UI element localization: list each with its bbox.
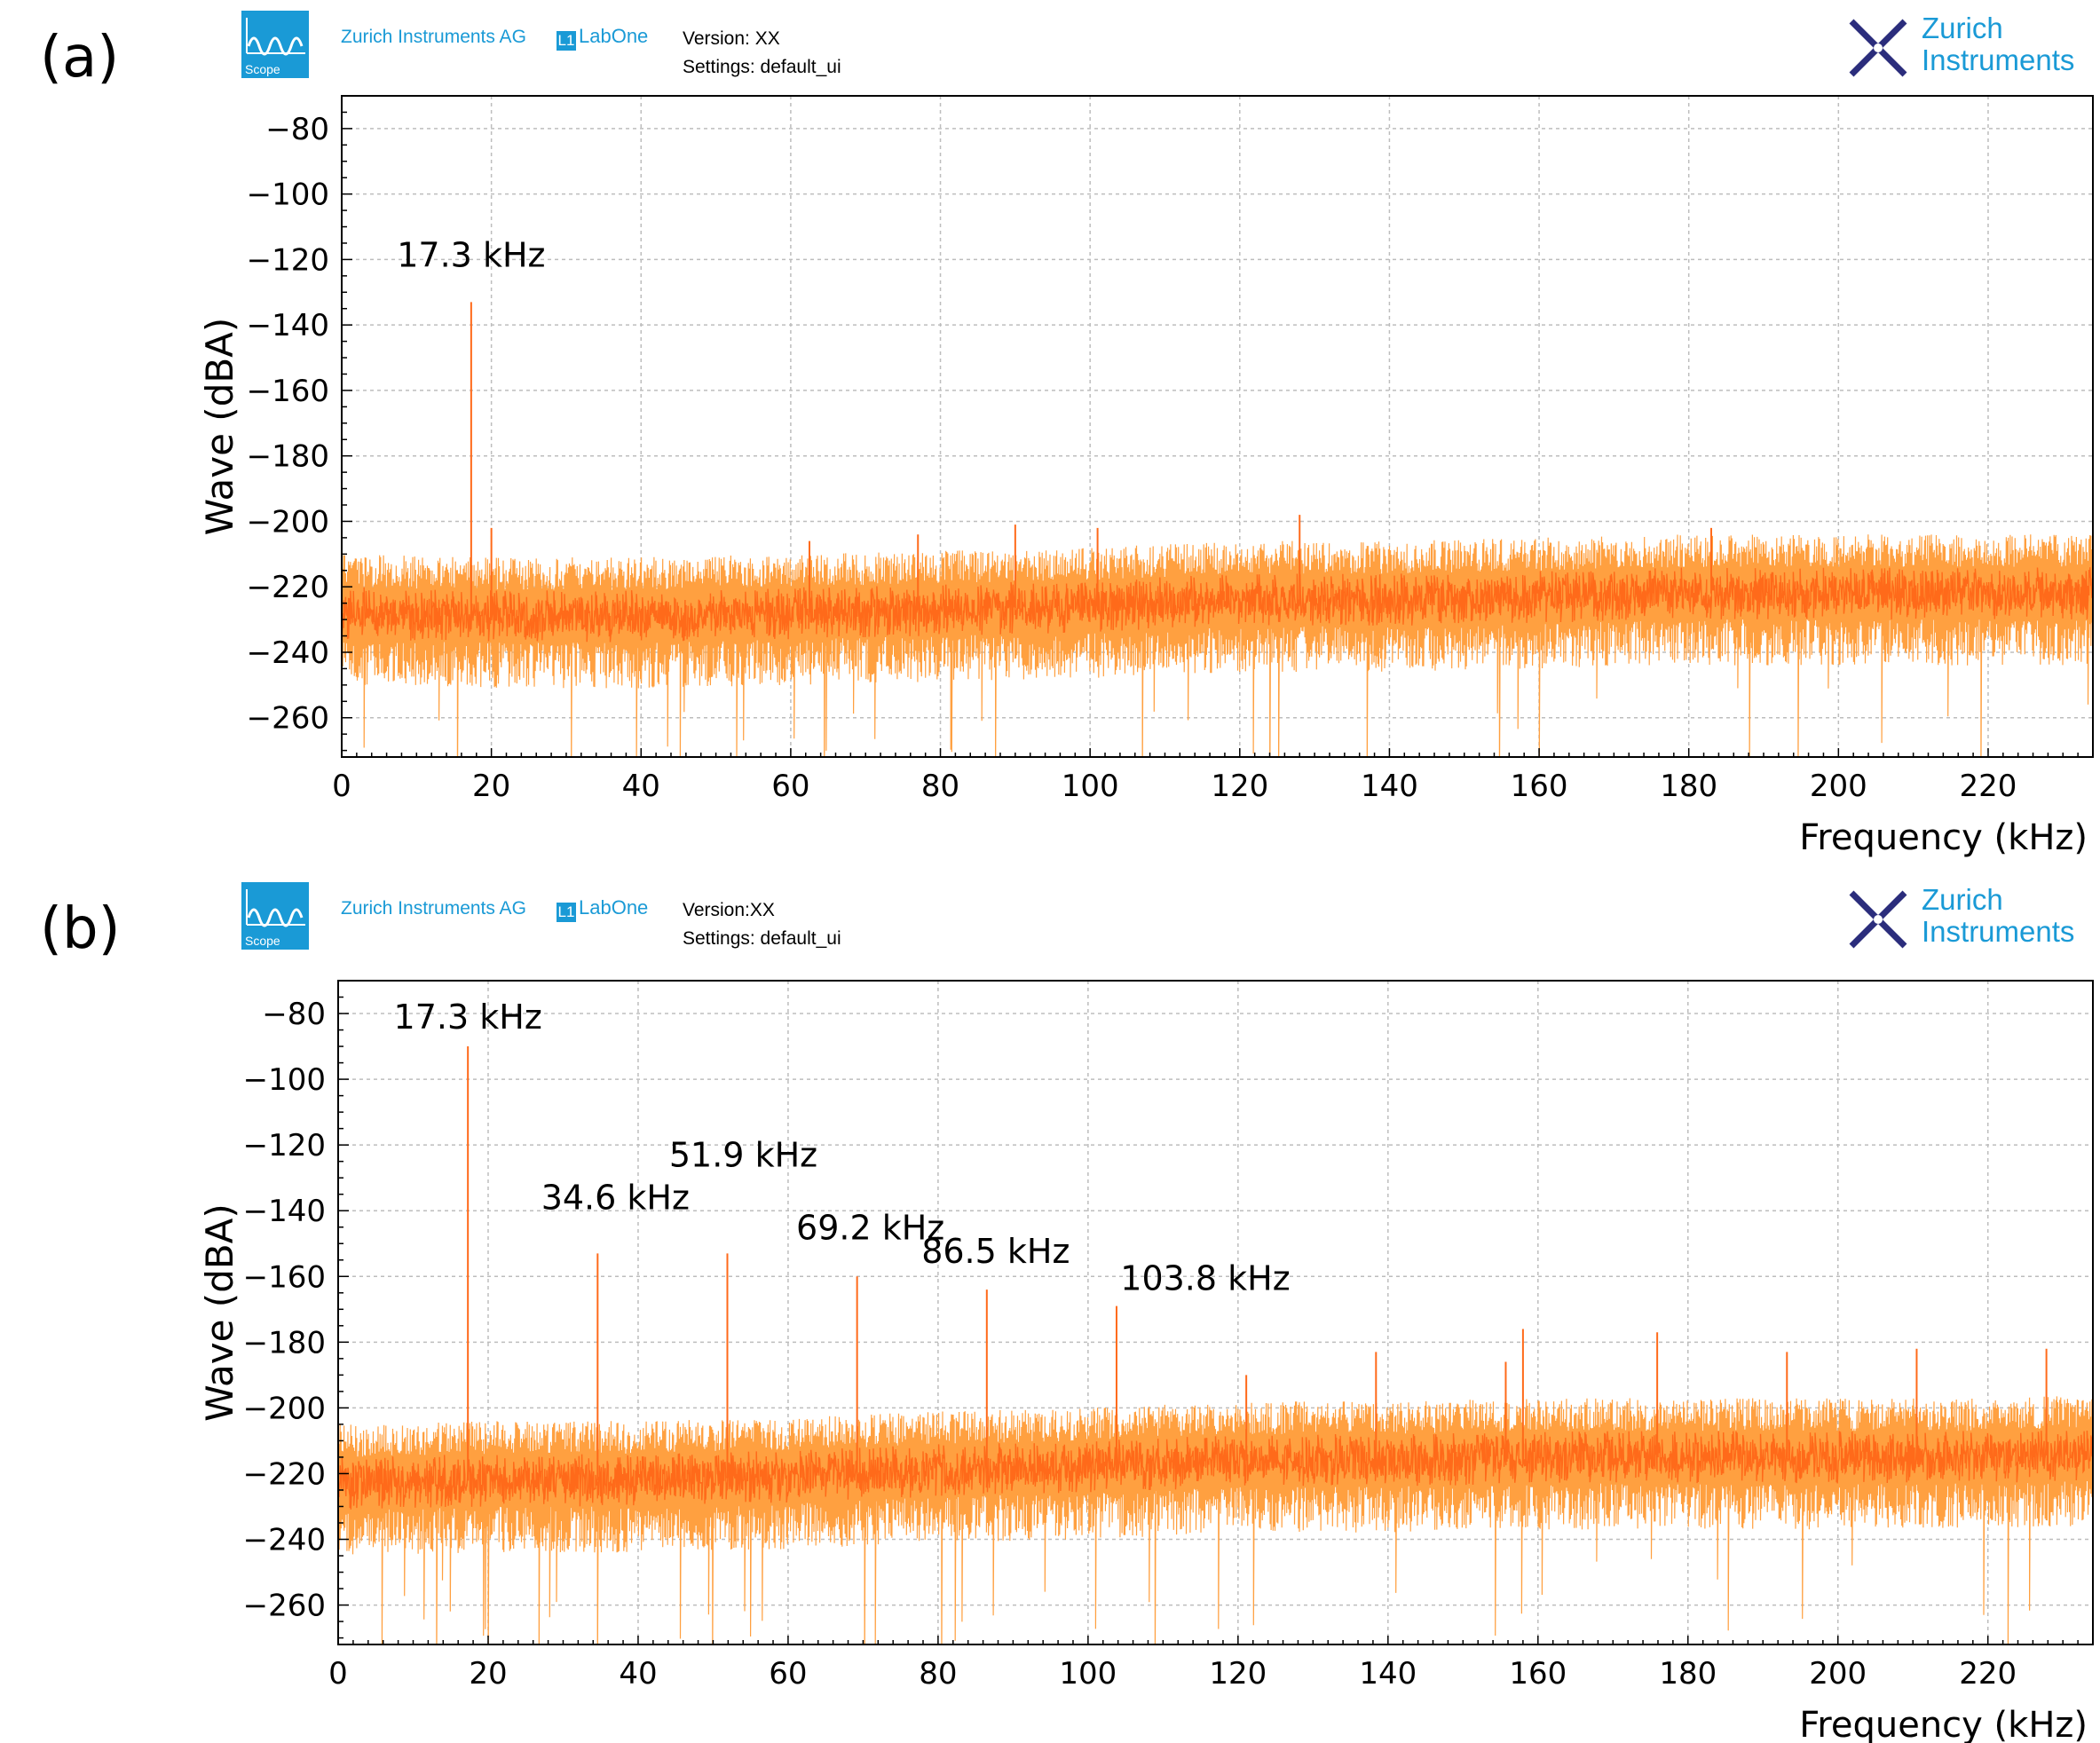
- y-tick-label: −240: [247, 635, 329, 671]
- x-tick-label: 140: [1361, 769, 1418, 804]
- version-info: Version: XX Settings: default_ui: [683, 25, 841, 82]
- spectrum-chart-b: 0 20 40 60 80 100 120 140 160 180 200 220 −80 −100 −12…: [198, 980, 2094, 1743]
- x-tick-label: 40: [619, 1656, 657, 1692]
- brand-line-2: Instruments: [1922, 915, 2075, 948]
- y-tick-label: −200: [243, 1391, 326, 1426]
- labone-logo: L1 LabOne: [557, 896, 648, 922]
- scope-header: Scope Zurich Instruments AG L1 LabOne Ver…: [241, 882, 2088, 953]
- x-tick-label: 80: [921, 769, 959, 804]
- y-tick-label: −260: [243, 1589, 326, 1624]
- x-tick-label: 220: [1959, 1656, 2017, 1692]
- x-tick-label: 160: [1511, 769, 1568, 804]
- x-tick-label: 60: [771, 769, 809, 804]
- x-tick-label: 120: [1211, 769, 1268, 804]
- labone-icon: L1: [557, 31, 576, 51]
- y-tick-label: −160: [247, 374, 329, 409]
- brand-line-1: Zurich: [1922, 12, 2003, 44]
- x-tick-label: 100: [1062, 769, 1119, 804]
- scope-icon: Scope: [241, 11, 309, 78]
- y-tick-label: −140: [243, 1194, 326, 1229]
- peak-label: 69.2 kHz: [796, 1208, 944, 1247]
- y-tick-label: −160: [243, 1259, 326, 1295]
- company-name: Zurich Instruments AG: [341, 898, 526, 919]
- x-tick-label: 0: [332, 769, 351, 804]
- y-axis-label: Wave (dBA): [198, 1203, 241, 1422]
- y-tick-label: −100: [247, 177, 329, 213]
- scope-header: Scope Zurich Instruments AG L1 LabOne Ver…: [241, 11, 2088, 82]
- y-tick-label: −220: [243, 1456, 326, 1492]
- peak-label: 34.6 kHz: [541, 1178, 690, 1217]
- panel-a: (a) Scope Zurich Instruments AG L1 LabOne…: [40, 11, 2094, 858]
- x-tick-label: 160: [1509, 1656, 1567, 1692]
- x-tick-label: 180: [1660, 769, 1717, 804]
- y-tick-label: −140: [247, 308, 329, 343]
- y-tick-label: −80: [265, 112, 329, 147]
- y-axis-label: Wave (dBA): [198, 318, 241, 536]
- x-tick-label: 200: [1809, 1656, 1867, 1692]
- scope-caption: Scope: [245, 934, 280, 948]
- scope-icon: Scope: [241, 882, 309, 950]
- x-tick-label: 120: [1209, 1656, 1267, 1692]
- x-tick-label: 80: [919, 1656, 957, 1692]
- version-info: Version:XX Settings: default_ui: [683, 896, 841, 953]
- peak-label: 17.3 kHz: [397, 235, 545, 274]
- x-tick-label: 40: [622, 769, 660, 804]
- labone-name: LabOne: [579, 896, 649, 919]
- panel-label: (b): [40, 896, 121, 962]
- peak-label: 17.3 kHz: [394, 998, 542, 1037]
- y-tick-label: −80: [262, 997, 326, 1032]
- labone-name: LabOne: [579, 25, 649, 47]
- version-text: Version: XX: [683, 28, 780, 49]
- zurich-instruments-logo: Zurich Instruments: [1846, 12, 2086, 83]
- noise-band-inner: [338, 1430, 2093, 1510]
- trace-group: [338, 1046, 2093, 1644]
- x-tick-label: 200: [1810, 769, 1867, 804]
- x-tick-label: 0: [328, 1656, 348, 1692]
- y-tick-label: −120: [243, 1128, 326, 1163]
- spectrum-chart-a: 0 20 40 60 80 100 120 140 160 180 200 220 −80 −100 −12…: [198, 95, 2094, 858]
- brand-line-2: Instruments: [1922, 43, 2075, 76]
- zi-cross-icon: [1849, 19, 1907, 77]
- brand-text: Zurich Instruments: [1922, 884, 2074, 948]
- zurich-instruments-logo: Zurich Instruments: [1846, 884, 2086, 955]
- y-tick-label: −100: [243, 1062, 326, 1098]
- settings-text: Settings: default_ui: [683, 928, 841, 949]
- plot-frame: [337, 980, 2094, 1645]
- settings-text: Settings: default_ui: [683, 57, 841, 77]
- peak-label: 51.9 kHz: [669, 1135, 817, 1174]
- noise-band-outer: [342, 534, 2093, 757]
- labone-logo: L1 LabOne: [557, 25, 648, 51]
- y-tick-label: −260: [247, 701, 329, 737]
- x-tick-label: 220: [1960, 769, 2017, 804]
- x-axis-label: Frequency (kHz): [1799, 1705, 2088, 1743]
- panel-label: (a): [40, 25, 120, 91]
- labone-icon: L1: [557, 903, 576, 922]
- plot-frame: [341, 95, 2094, 758]
- x-tick-label: 60: [769, 1656, 807, 1692]
- y-tick-label: −240: [243, 1523, 326, 1558]
- panel-b: (b) Scope Zurich Instruments AG L1 LabOne…: [0, 872, 2100, 1743]
- x-tick-label: 20: [472, 769, 510, 804]
- y-tick-label: −180: [247, 439, 329, 475]
- y-tick-label: −200: [247, 504, 329, 540]
- scope-caption: Scope: [245, 62, 280, 76]
- x-tick-label: 140: [1359, 1656, 1417, 1692]
- x-tick-label: 180: [1659, 1656, 1717, 1692]
- trace-group: [342, 302, 2093, 757]
- peak-label: 86.5 kHz: [921, 1232, 1070, 1271]
- zi-cross-icon: [1849, 890, 1907, 949]
- brand-text: Zurich Instruments: [1922, 12, 2074, 76]
- y-tick-label: −120: [247, 242, 329, 278]
- x-tick-label: 100: [1059, 1656, 1117, 1692]
- y-tick-label: −220: [247, 570, 329, 605]
- peak-label: 103.8 kHz: [1120, 1259, 1290, 1298]
- brand-line-1: Zurich: [1922, 883, 2003, 916]
- x-tick-label: 20: [469, 1656, 507, 1692]
- x-axis-label: Frequency (kHz): [1799, 817, 2088, 858]
- noise-band-inner: [342, 567, 2093, 643]
- y-tick-label: −180: [243, 1325, 326, 1360]
- version-text: Version:XX: [683, 900, 775, 920]
- company-name: Zurich Instruments AG: [341, 27, 526, 47]
